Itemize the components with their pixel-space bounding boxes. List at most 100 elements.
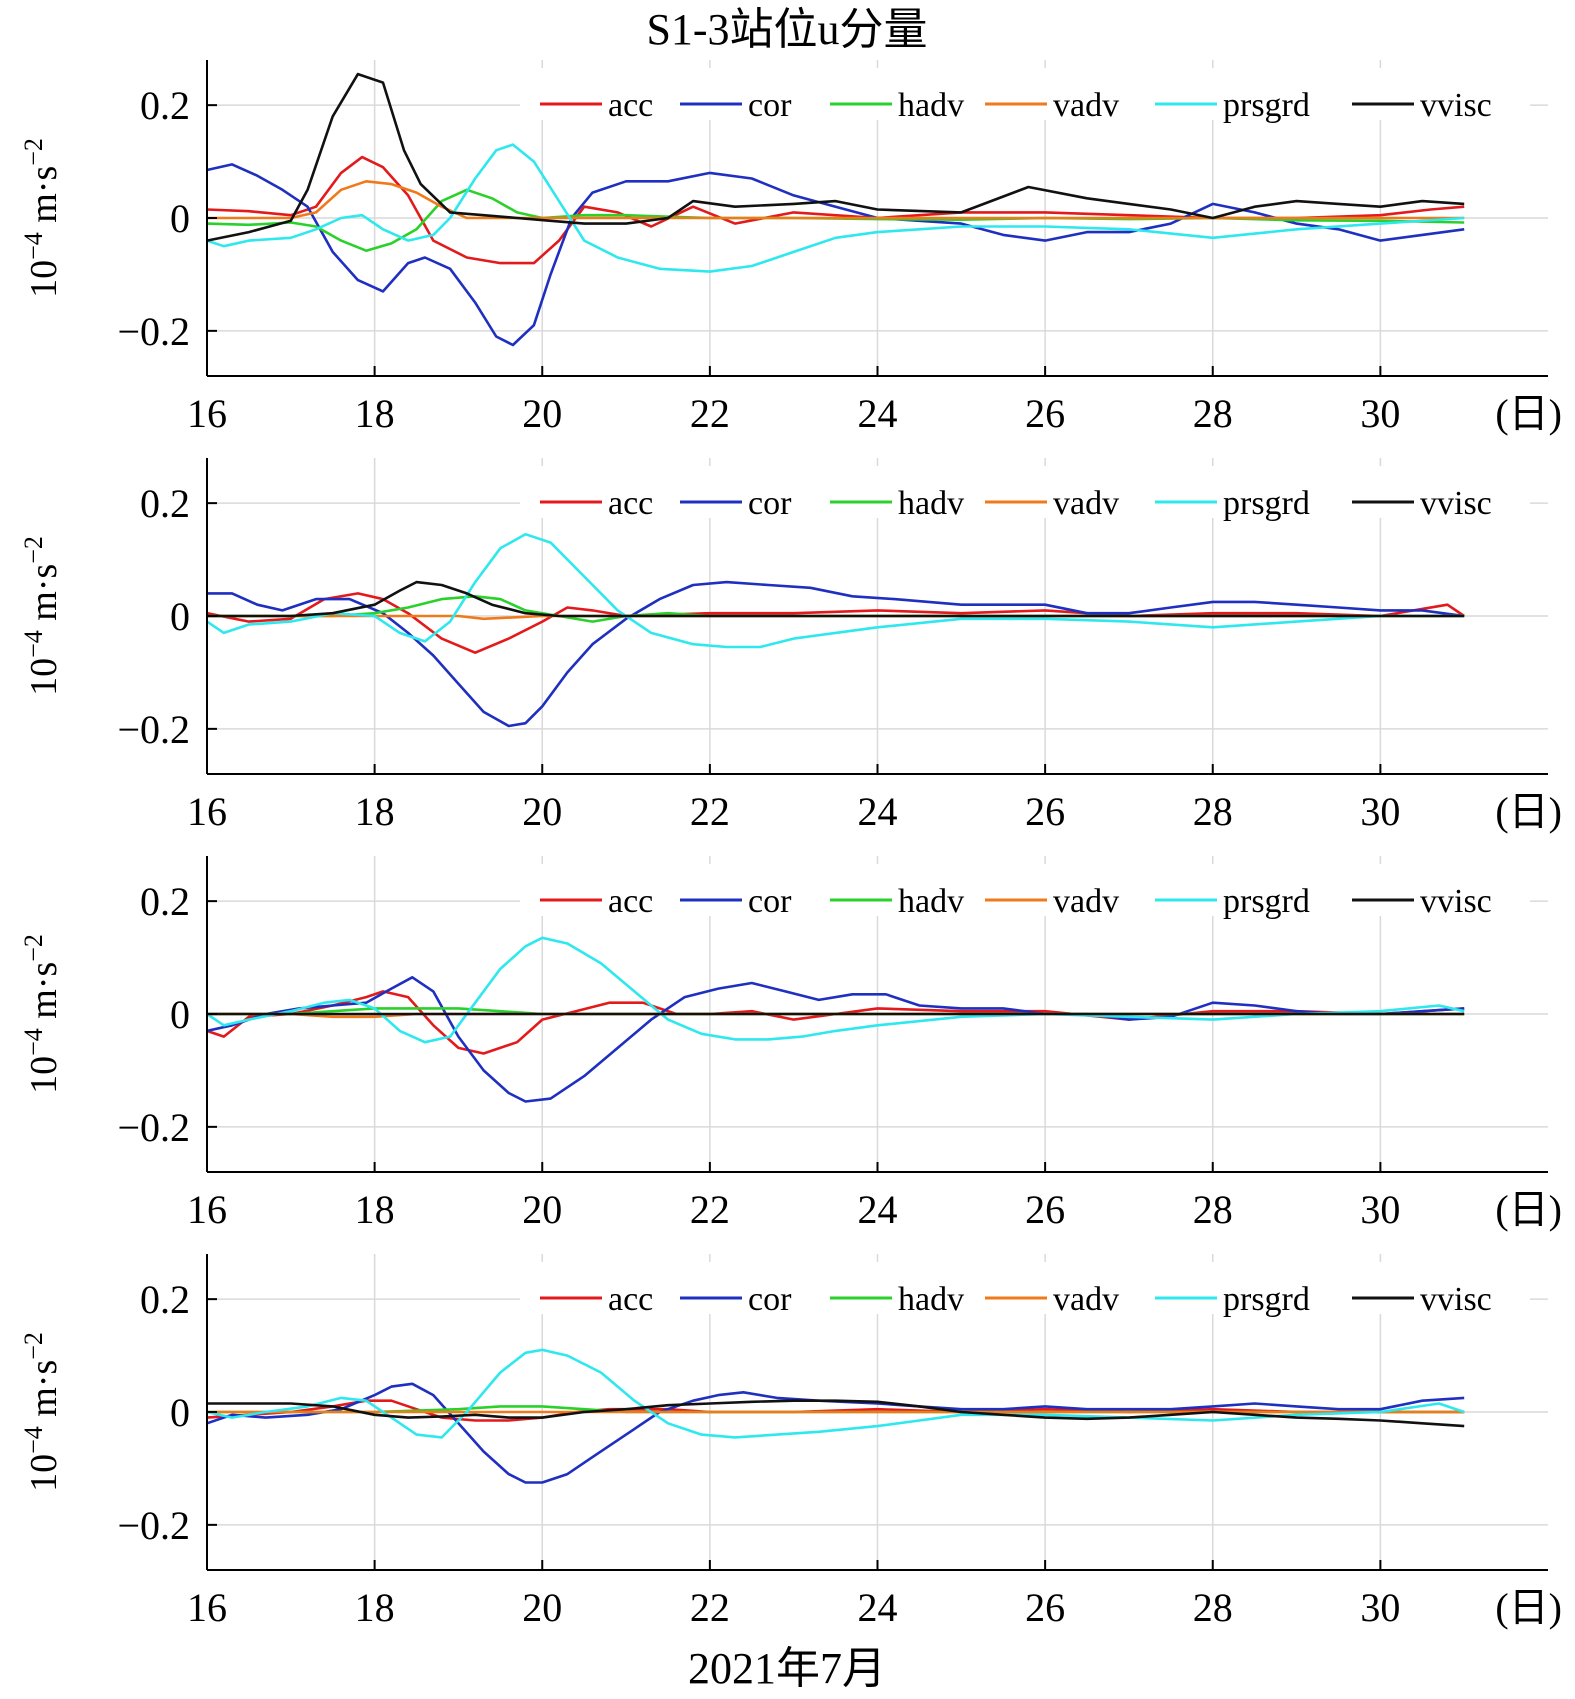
x-unit-label: (日) [1495, 1585, 1562, 1630]
y-label-base: 10 [23, 260, 65, 298]
x-tick-label: 22 [690, 1585, 730, 1630]
legend-label-vvisc: vvisc [1420, 485, 1492, 522]
x-tick-label: 16 [187, 789, 227, 834]
series-line-cor [206, 163, 1465, 347]
legend: acc cor hadv vadv prsgrd vvisc [520, 466, 1530, 522]
x-tick-label: 16 [187, 391, 227, 436]
y-axis-label: 10−4 m·s−2 [19, 1332, 65, 1492]
y-axis-label: 10−4 m·s−2 [19, 536, 65, 696]
y-tick-label: 0.2 [140, 481, 190, 526]
x-tick-label: 16 [187, 1187, 227, 1232]
legend-label-cor: cor [748, 1281, 792, 1318]
y-tick-label: 0 [170, 594, 190, 639]
y-axis-label: 10−4 m·s−2 [19, 138, 65, 298]
series-line-vvisc [207, 1399, 1465, 1428]
legend-box [520, 466, 1530, 518]
legend-label-hadv: hadv [898, 883, 964, 920]
legend-label-prsgrd: prsgrd [1223, 485, 1310, 522]
series-line-acc [206, 155, 1465, 265]
y-label-base: 10 [23, 1056, 65, 1094]
y-label-exp2: −2 [19, 138, 48, 166]
y-label-exp1: −4 [19, 630, 48, 658]
legend-label-acc: acc [608, 883, 653, 920]
x-tick-label: 20 [522, 1187, 562, 1232]
y-tick-label: 0 [170, 992, 190, 1037]
panels: 16 18 20 22 24 26 28 30 (日)−0.200.210−4 m·s−2acc… [19, 60, 1562, 1630]
legend-label-hadv: hadv [898, 87, 964, 124]
legend-label-acc: acc [608, 1281, 653, 1318]
series-line-cor [207, 580, 1465, 728]
x-tick-label: 18 [355, 391, 395, 436]
series-line-prsgrd [206, 936, 1465, 1044]
x-tick-label: 26 [1025, 789, 1065, 834]
y-label-exp2: −2 [19, 934, 48, 962]
y-tick-label: −0.2 [117, 707, 190, 752]
y-label-unit: m·s [23, 1360, 65, 1427]
figure-title: S1-3站位u分量 [646, 5, 927, 54]
x-tick-label: 28 [1193, 789, 1233, 834]
x-unit-label: (日) [1495, 1187, 1562, 1232]
legend-label-acc: acc [608, 87, 653, 124]
series-line-prsgrd [206, 532, 1465, 649]
x-tick-label: 20 [522, 391, 562, 436]
panel-4: 16 18 20 22 24 26 28 30 (日) −0.2 0 0.2 10−4 m·s−2 acc… [19, 1254, 1562, 1630]
legend-label-cor: cor [748, 485, 792, 522]
series-line-prsgrd [206, 1348, 1465, 1439]
x-tick-label: 24 [858, 391, 898, 436]
x-tick-label: 18 [355, 1187, 395, 1232]
y-label-base: 10 [23, 658, 65, 696]
panel-3: 16 18 20 22 24 26 28 30 (日) −0.2 0 0.2 10−4 m·s−2 acc… [19, 856, 1562, 1232]
y-label-unit: m·s [23, 564, 65, 631]
y-tick-label: 0 [170, 196, 190, 241]
y-tick-label: 0.2 [140, 879, 190, 924]
x-tick-label: 18 [355, 1585, 395, 1630]
legend-label-vadv: vadv [1053, 883, 1119, 920]
legend-label-vvisc: vvisc [1420, 883, 1492, 920]
legend-label-cor: cor [748, 883, 792, 920]
x-tick-label: 28 [1193, 1585, 1233, 1630]
x-tick-label: 26 [1025, 1187, 1065, 1232]
legend-label-hadv: hadv [898, 485, 964, 522]
x-tick-label: 28 [1193, 391, 1233, 436]
y-axis-label: 10−4 m·s−2 [19, 934, 65, 1094]
series-line-acc [206, 592, 1465, 654]
y-label-exp1: −4 [19, 1028, 48, 1056]
x-tick-label: 18 [355, 789, 395, 834]
legend-label-vadv: vadv [1053, 485, 1119, 522]
y-tick-label: −0.2 [117, 309, 190, 354]
legend: acc cor hadv vadv prsgrd vvisc [520, 68, 1530, 124]
legend-label-vadv: vadv [1053, 87, 1119, 124]
y-tick-label: 0.2 [140, 83, 190, 128]
y-tick-label: 0.2 [140, 1277, 190, 1322]
y-label-unit: m·s [23, 962, 65, 1029]
x-tick-label: 22 [690, 1187, 730, 1232]
x-tick-label: 30 [1360, 391, 1400, 436]
x-tick-label: 30 [1360, 1585, 1400, 1630]
legend-label-prsgrd: prsgrd [1223, 1281, 1310, 1318]
series-line-cor [206, 1382, 1465, 1484]
y-tick-label: −0.2 [117, 1105, 190, 1150]
x-tick-label: 24 [858, 1187, 898, 1232]
y-label-exp2: −2 [19, 536, 48, 564]
series-line-vvisc [206, 72, 1465, 242]
legend-label-prsgrd: prsgrd [1223, 87, 1310, 124]
legend-label-vadv: vadv [1053, 1281, 1119, 1318]
y-tick-label: −0.2 [117, 1503, 190, 1548]
y-label-unit: m·s [23, 166, 65, 233]
legend-box [520, 864, 1530, 916]
x-tick-label: 20 [522, 1585, 562, 1630]
x-axis-label: 2021年7月 [688, 1644, 886, 1693]
series-line-cor [206, 976, 1465, 1103]
x-tick-label: 22 [690, 391, 730, 436]
x-tick-label: 26 [1025, 1585, 1065, 1630]
y-label-exp2: −2 [19, 1332, 48, 1360]
legend-label-vvisc: vvisc [1420, 1281, 1492, 1318]
legend-label-prsgrd: prsgrd [1223, 883, 1310, 920]
x-tick-label: 28 [1193, 1187, 1233, 1232]
series-line-acc [206, 990, 1465, 1055]
x-tick-label: 24 [858, 1585, 898, 1630]
x-unit-label: (日) [1495, 391, 1562, 436]
legend: acc cor hadv vadv prsgrd vvisc [520, 864, 1530, 920]
legend-label-hadv: hadv [898, 1281, 964, 1318]
